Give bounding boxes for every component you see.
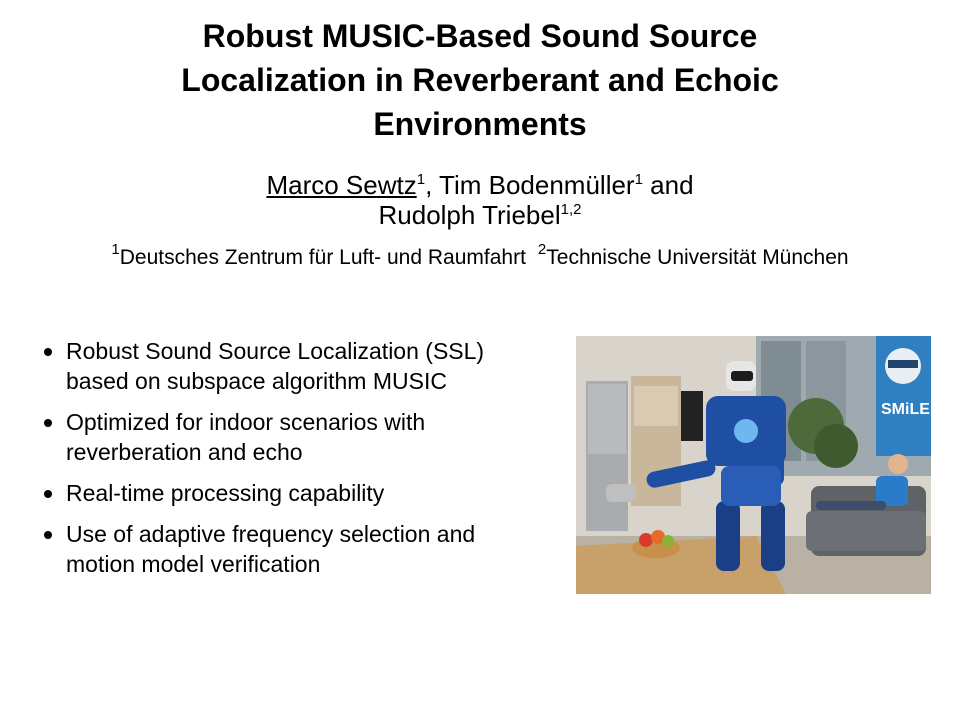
author-conjunction: and — [642, 170, 694, 200]
bullet-item: Robust Sound Source Localization (SSL) ba… — [42, 336, 562, 396]
bullet-text: Real-time processing capability — [66, 480, 385, 506]
poster-text: SMiLE — [881, 401, 930, 418]
author-2: , Tim Bodenmüller — [425, 170, 635, 200]
authors-line-1: Marco Sewtz1, Tim Bodenmüller1 and — [80, 170, 880, 200]
affiliation-1: Deutsches Zentrum für Luft- und Raumfahr… — [119, 246, 526, 269]
bullet-item: Real-time processing capability — [42, 478, 562, 508]
affiliation-2: Technische Universität München — [546, 246, 849, 269]
author-3-affiliation: 1,2 — [560, 201, 582, 218]
bullet-text: reverberation and echo — [66, 439, 303, 465]
title-line-1: Robust MUSIC-Based Sound Source — [202, 18, 758, 54]
affiliation-1-marker: 1 — [111, 241, 120, 258]
presenting-author: Marco Sewtz — [266, 170, 417, 200]
author-3: Rudolph Triebel — [378, 200, 561, 230]
robot — [606, 361, 786, 571]
affiliation-line: 1Deutsches Zentrum für Luft- und Raumfah… — [0, 241, 960, 272]
bullet-list: Robust Sound Source Localization (SSL) ba… — [42, 336, 562, 590]
robot-photo-illustration: SMiLE — [576, 336, 931, 594]
bullet-dot-icon — [44, 348, 52, 356]
author-2-affiliation: 1 — [634, 171, 643, 188]
bullet-text: motion model verification — [66, 551, 321, 577]
bullet-dot-icon — [44, 419, 52, 427]
slide-title: Robust MUSIC-Based Sound Source Localiza… — [60, 14, 900, 146]
author-1-affiliation: 1 — [416, 171, 426, 188]
bullet-dot-icon — [44, 531, 52, 539]
robot-photo: SMiLE — [576, 336, 931, 594]
affiliation-2-marker: 2 — [537, 241, 547, 258]
bullet-text: Optimized for indoor scenarios with — [66, 409, 426, 435]
authors-line-2: Rudolph Triebel1,2 — [80, 200, 880, 230]
bullet-item: Optimized for indoor scenarios with rever… — [42, 407, 562, 467]
title-line-2: Localization in Reverberant and Echoic — [181, 62, 779, 98]
author-list: Marco Sewtz1, Tim Bodenmüller1 and Rudol… — [80, 170, 880, 230]
bullet-item: Use of adaptive frequency selection and m… — [42, 519, 562, 579]
title-line-3: Environments — [373, 106, 587, 142]
bullet-text: based on subspace algorithm MUSIC — [66, 368, 447, 394]
bullet-text: Use of adaptive frequency selection and — [66, 521, 476, 547]
bullet-text: Robust Sound Source Localization (SSL) — [66, 338, 485, 364]
bullet-dot-icon — [44, 490, 52, 498]
